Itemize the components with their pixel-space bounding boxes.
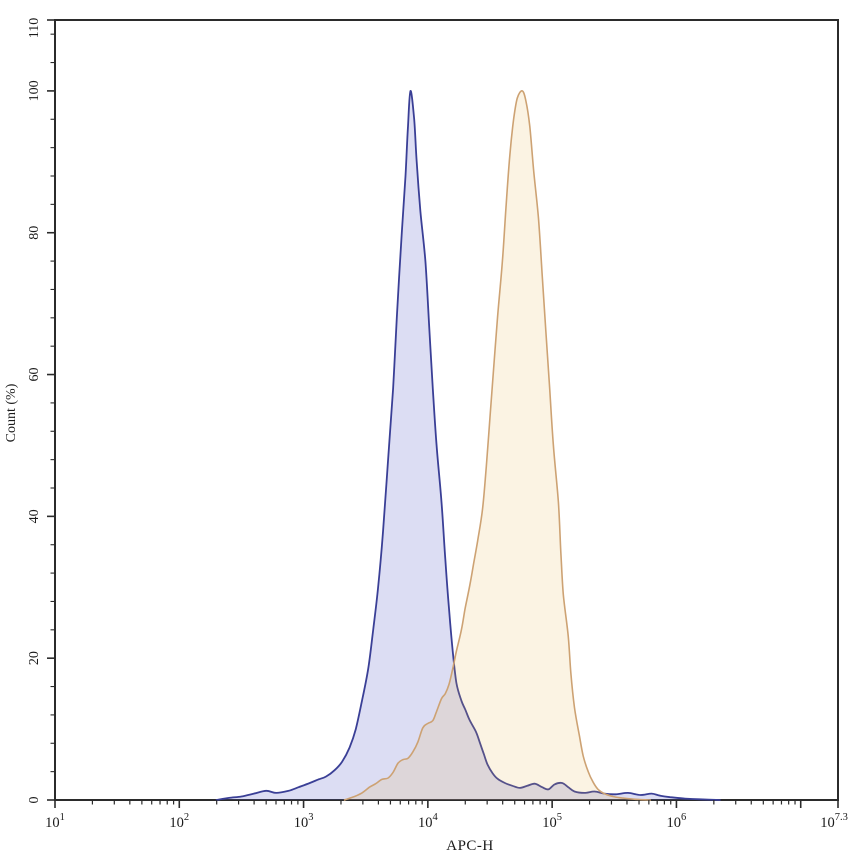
y-tick-label: 100 <box>27 80 42 101</box>
y-tick-label: 0 <box>27 797 42 804</box>
y-axis-title: Count (%) <box>4 383 19 442</box>
x-axis-title: APC-H <box>446 838 494 854</box>
x-tick-label: 107.3 <box>820 812 848 831</box>
y-tick-label: 80 <box>27 226 42 240</box>
x-tick-label: 102 <box>169 812 189 831</box>
x-tick-label: 106 <box>667 812 687 831</box>
blue-filled-peak-curve <box>215 89 721 801</box>
y-tick-label: 60 <box>27 368 42 382</box>
orange-filled-peak-fill <box>344 90 651 801</box>
x-tick-label: 105 <box>542 812 562 831</box>
y-tick-label: 110 <box>27 18 42 38</box>
histogram-curves <box>215 89 721 801</box>
x-tick-label: 104 <box>418 812 439 831</box>
y-tick-label: 20 <box>27 651 42 665</box>
plot-frame <box>54 19 839 801</box>
y-tick-label: 40 <box>27 509 42 523</box>
orange-filled-peak-curve <box>343 90 652 801</box>
axis-ticks: 101 102 103 104 105 106 107.3 0 20 40 60 80 100 110 <box>27 18 848 831</box>
x-tick-label: 101 <box>45 812 65 831</box>
plot-border <box>54 19 839 801</box>
x-tick-label: 103 <box>294 812 314 831</box>
